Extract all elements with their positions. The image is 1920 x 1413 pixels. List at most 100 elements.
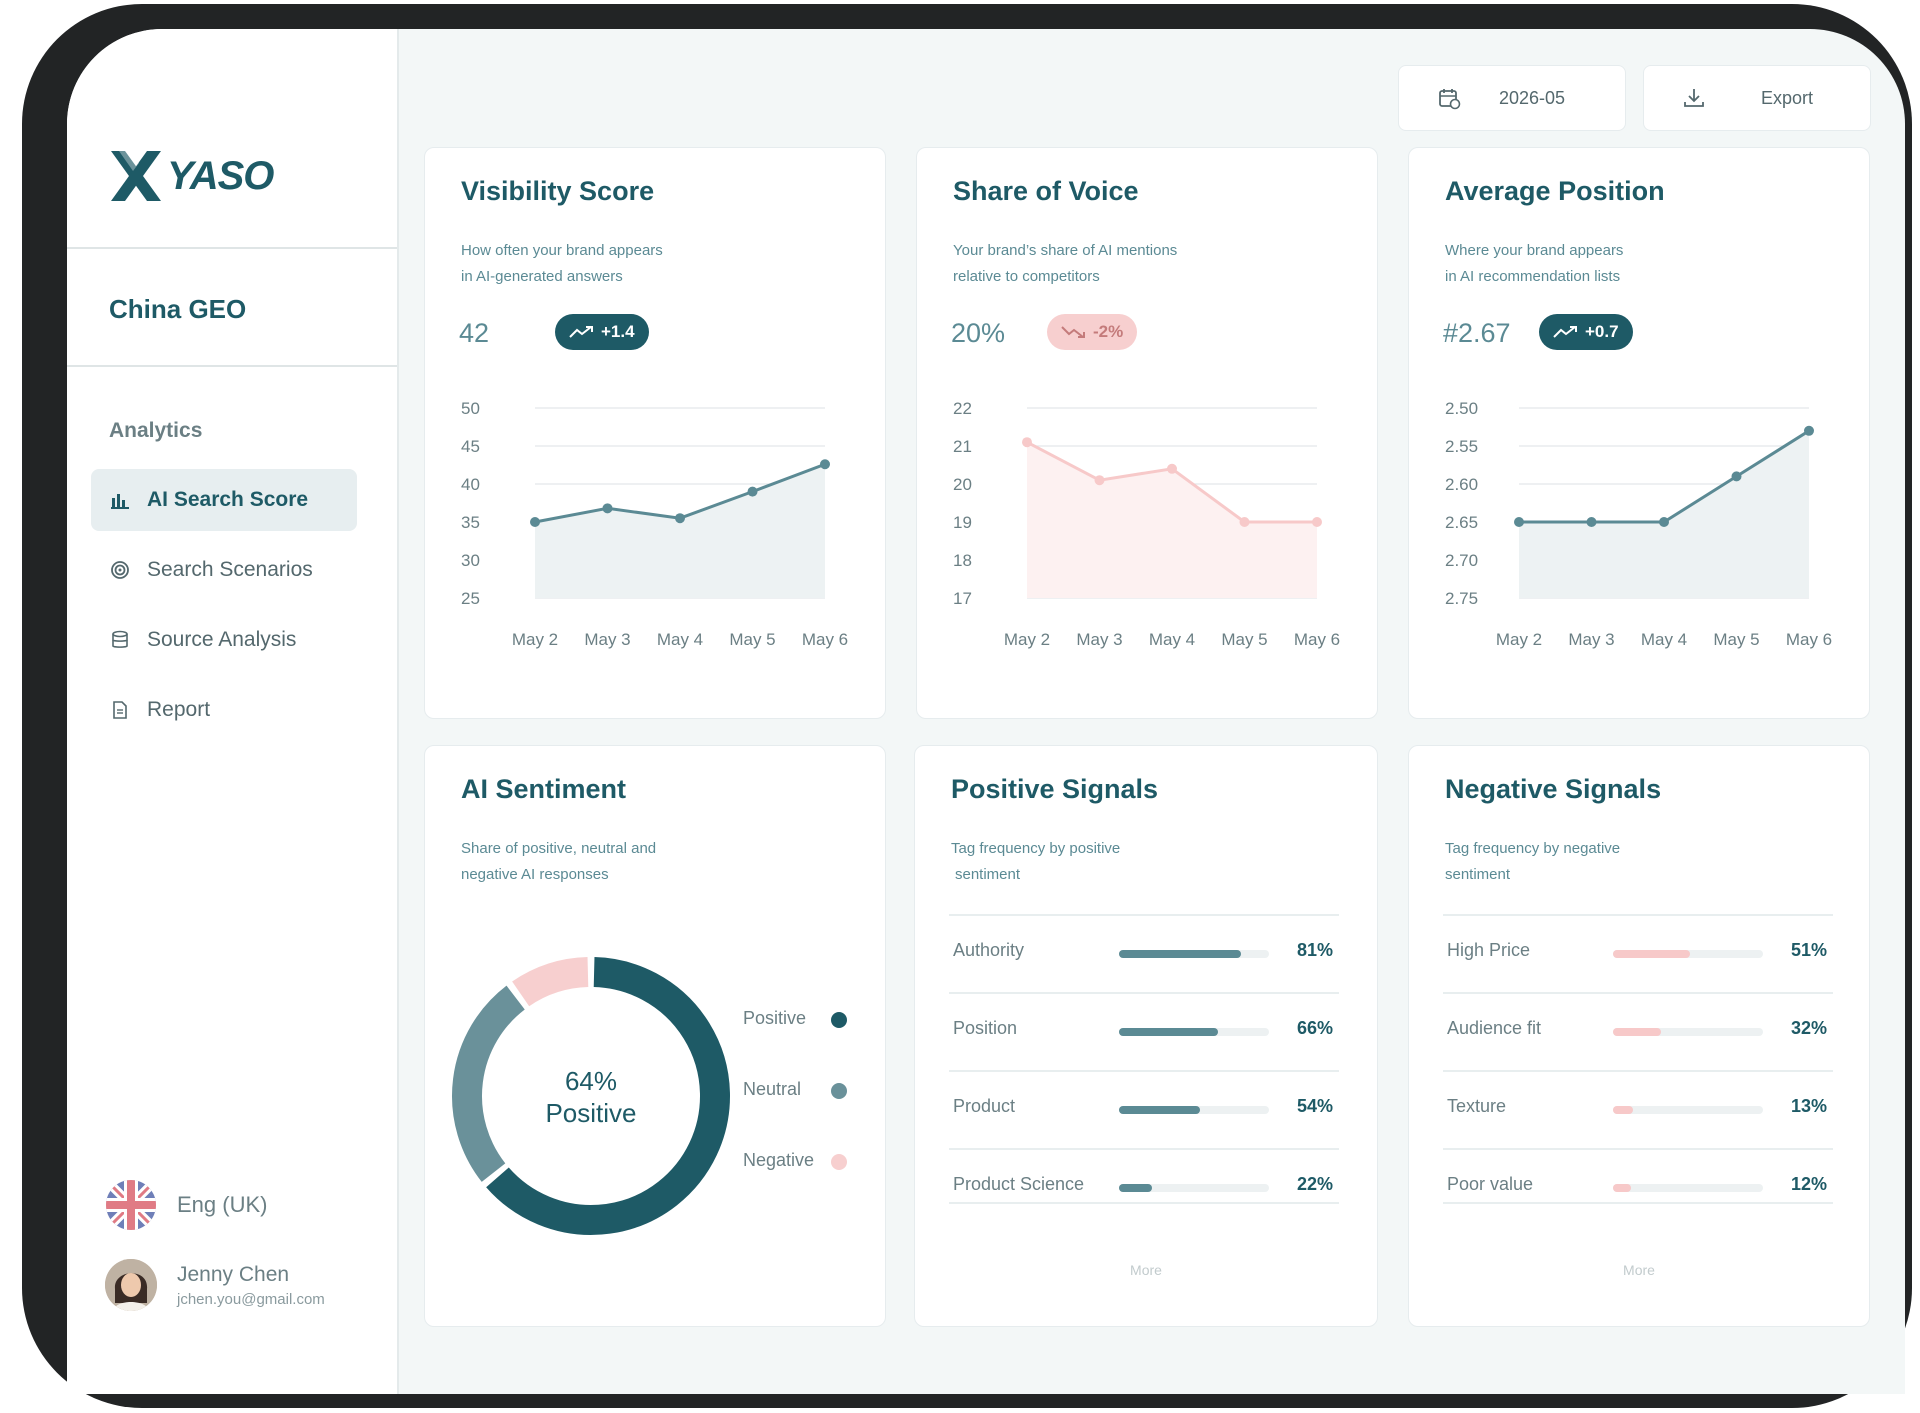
visibility-line-chart: 50 45 40 35 30 25 May 2 May 3 May 4 May 5 May 6 (461, 399, 848, 649)
data-point[interactable] (1586, 517, 1597, 527)
trend-up-icon (1553, 326, 1577, 338)
donut-slice-positive[interactable] (486, 957, 730, 1235)
donut-slice-neutral[interactable] (452, 985, 526, 1182)
database-icon (109, 629, 131, 651)
subtitle-line: Tag frequency by positive (951, 840, 1121, 857)
y-tick-label: 20 (953, 475, 972, 494)
subtitle-line: negative AI responses (461, 866, 609, 883)
card-title: AI Sentiment (461, 774, 627, 804)
average-position-card: Average Position Where your brand appear… (1408, 147, 1870, 719)
data-point[interactable] (1022, 437, 1032, 448)
card-title: Visibility Score (461, 176, 655, 206)
data-point[interactable] (1239, 517, 1250, 527)
signal-row[interactable]: Texture 13% (1443, 1070, 1833, 1150)
user-email: jchen.you@gmail.com (177, 1290, 325, 1308)
sidebar-item-label: Report (147, 698, 211, 721)
app-screen: YASO China GEO Analytics AI Search Score… (67, 29, 1905, 1394)
data-point[interactable] (602, 503, 613, 514)
subtitle-line: Share of positive, neutral and (461, 840, 657, 857)
data-point[interactable] (675, 513, 685, 524)
card-subtitle: Where your brand appears in AI recommend… (1445, 238, 1705, 290)
data-point[interactable] (530, 517, 540, 527)
sidebar-item-report[interactable]: Report (91, 679, 357, 741)
user-name: Jenny Chen (177, 1262, 290, 1286)
signal-row[interactable]: High Price 51% (1443, 914, 1833, 994)
date-picker-button[interactable]: 2026-05 (1398, 65, 1626, 131)
divider (67, 247, 397, 249)
signal-bar-fill (1613, 950, 1690, 958)
y-tick-label: 22 (953, 399, 972, 418)
data-point[interactable] (820, 459, 830, 470)
signal-bar-track (1613, 1028, 1763, 1036)
signal-percent: 32% (1790, 1018, 1827, 1038)
sidebar-item-ai-search-score[interactable]: AI Search Score (91, 469, 357, 531)
signal-bar-fill (1119, 1028, 1218, 1036)
signal-percent: 81% (1296, 940, 1333, 960)
visibility-score-card: Visibility Score How often your brand ap… (424, 147, 886, 719)
document-icon (109, 699, 131, 721)
data-point[interactable] (1514, 517, 1524, 527)
signal-bar-track (1613, 950, 1763, 958)
y-tick-label: 25 (461, 589, 480, 608)
x-tick-label: May 5 (1713, 630, 1759, 649)
signal-bar-track (1119, 1028, 1269, 1036)
donut-slice-negative[interactable] (512, 957, 589, 1007)
workspace-name[interactable]: China GEO (109, 294, 247, 324)
signal-row[interactable]: Authority 81% (949, 914, 1339, 994)
card-subtitle: Tag frequency by positive sentiment (951, 836, 1211, 888)
y-tick-label: 2.60 (1445, 475, 1478, 494)
y-tick-label: 40 (461, 475, 480, 494)
export-label: Export (1760, 87, 1814, 108)
donut-center-label: Positive (545, 1098, 636, 1128)
signal-row[interactable]: Product 54% (949, 1070, 1339, 1150)
signal-bar-fill (1613, 1028, 1661, 1036)
divider (949, 1202, 1339, 1204)
calendar-icon (1439, 89, 1461, 110)
signal-row[interactable]: Poor value 12% (1443, 1148, 1833, 1228)
x-tick-label: May 6 (1294, 630, 1340, 649)
y-tick-label: 50 (461, 399, 480, 418)
card-title: Negative Signals (1445, 774, 1662, 804)
share-of-voice-card: Share of Voice Your brand’s share of AI … (916, 147, 1378, 719)
sidebar-nav: AI Search Score Search Scenarios Source … (91, 469, 357, 749)
avatar (105, 1259, 157, 1311)
yaso-logo-icon (111, 151, 161, 201)
x-tick-label: May 4 (657, 630, 703, 649)
more-link[interactable]: More (1623, 1262, 1655, 1278)
language-selector[interactable]: Eng (UK) (105, 1179, 267, 1231)
delta-badge: +0.7 (1539, 314, 1633, 350)
donut-center-value: 64% (565, 1066, 617, 1096)
average-position-line-chart: 2.50 2.55 2.60 2.65 2.70 2.75 May 2 May 3 May 4 M… (1445, 399, 1832, 649)
data-point[interactable] (1312, 517, 1322, 527)
card-subtitle: Tag frequency by negative sentiment (1445, 836, 1705, 888)
sidebar-item-source-analysis[interactable]: Source Analysis (91, 609, 357, 671)
subtitle-line: in AI-generated answers (461, 268, 623, 285)
x-tick-label: May 3 (584, 630, 630, 649)
trend-up-icon (569, 326, 593, 338)
data-point[interactable] (1659, 517, 1669, 527)
user-profile[interactable]: Jenny Chen jchen.you@gmail.com (105, 1259, 325, 1311)
data-point[interactable] (1731, 471, 1742, 482)
signal-label: Poor value (1447, 1174, 1534, 1194)
y-tick-label: 35 (461, 513, 480, 532)
metric-value: 42 (459, 318, 490, 348)
negative-signals-card: Negative Signals Tag frequency by negati… (1408, 745, 1870, 1327)
signal-row[interactable]: Audience fit 32% (1443, 992, 1833, 1072)
signal-row[interactable]: Product Science 22% (949, 1148, 1339, 1228)
x-tick-label: May 6 (802, 630, 848, 649)
export-button[interactable]: Export (1643, 65, 1871, 131)
delta-value: +0.7 (1585, 322, 1619, 341)
signal-row[interactable]: Position 66% (949, 992, 1339, 1072)
positive-signals-card: Positive Signals Tag frequency by positi… (914, 745, 1378, 1327)
data-point[interactable] (1167, 463, 1177, 474)
nav-section-label: Analytics (109, 419, 203, 442)
brand-logo[interactable]: YASO (109, 149, 274, 203)
sidebar-item-search-scenarios[interactable]: Search Scenarios (91, 539, 357, 601)
data-point[interactable] (747, 486, 758, 497)
data-point[interactable] (1094, 475, 1105, 486)
area-fill (1519, 430, 1809, 598)
subtitle-line: Your brand’s share of AI mentions (953, 242, 1178, 259)
x-tick-label: May 6 (1786, 630, 1832, 649)
data-point[interactable] (1804, 425, 1814, 436)
more-link[interactable]: More (1130, 1262, 1162, 1278)
